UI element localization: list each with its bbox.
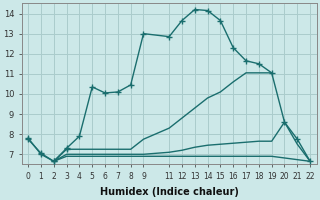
X-axis label: Humidex (Indice chaleur): Humidex (Indice chaleur) — [100, 187, 239, 197]
